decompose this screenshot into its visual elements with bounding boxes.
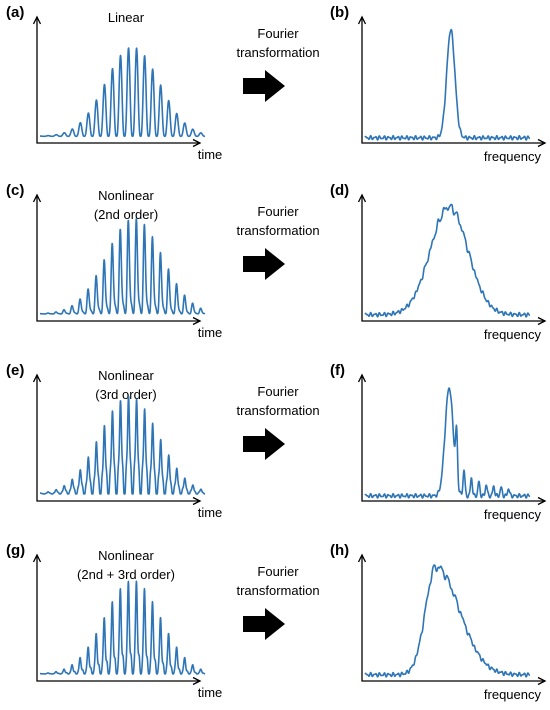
time-signal-waveform — [39, 217, 206, 315]
panel-label: (e) — [6, 362, 24, 379]
frequency-panel-2-x-arrowhead — [537, 496, 547, 506]
frequency-panel-1-x-arrowhead — [537, 316, 547, 326]
panel-title: (3rd order) — [95, 387, 156, 402]
time-panel-0-axes — [36, 17, 200, 144]
panel-title: Nonlinear — [98, 188, 154, 203]
transform-label: transformation — [236, 223, 319, 238]
x-axis-label: frequency — [484, 327, 542, 342]
frequency-spectrum-curve — [364, 387, 531, 499]
transform-0: Fourier transformation — [236, 26, 320, 102]
time-panel-3-x-arrowhead — [192, 676, 202, 686]
frequency-panel-3: (h) frequency — [330, 542, 547, 702]
x-axis-label: frequency — [484, 687, 542, 702]
time-signal-waveform — [39, 47, 206, 138]
panel-label: (d) — [330, 182, 349, 199]
frequency-panel-0-axes — [361, 17, 545, 144]
transform-label: Fourier — [257, 204, 299, 219]
time-panel-0: (a) Linear time — [6, 4, 222, 162]
x-axis-label: time — [198, 147, 223, 162]
transform-1: Fourier transformation — [236, 204, 320, 280]
frequency-panel-3-x-arrowhead — [537, 676, 547, 686]
transform-label: transformation — [236, 403, 319, 418]
x-axis-label: time — [198, 325, 223, 340]
time-panel-2-y-arrowhead — [32, 373, 42, 383]
panel-label: (f) — [330, 362, 345, 379]
frequency-panel-1: (d) frequency — [330, 182, 547, 342]
x-axis-label: time — [198, 505, 223, 520]
time-panel-1-y-arrowhead — [32, 193, 42, 203]
panel-label: (h) — [330, 542, 349, 559]
frequency-spectrum-curve — [364, 203, 531, 318]
frequency-panel-2: (f) frequency — [330, 362, 547, 522]
frequency-panel-1-y-arrowhead — [357, 193, 367, 203]
time-signal-waveform — [39, 580, 206, 675]
time-panel-3-y-arrowhead — [32, 553, 42, 563]
frequency-panel-0-y-arrowhead — [357, 15, 367, 25]
frequency-spectrum-curve — [364, 28, 531, 141]
transform-2: Fourier transformation — [236, 384, 320, 460]
frequency-spectrum-curve — [364, 564, 531, 678]
time-panel-3: (g) Nonlinear (2nd + 3rd order) time — [6, 542, 222, 700]
frequency-panel-0: (b) frequency — [330, 4, 547, 164]
transform-label: Fourier — [257, 26, 299, 41]
time-signal-waveform — [39, 395, 206, 495]
frequency-panel-3-y-arrowhead — [357, 553, 367, 563]
x-axis-label: frequency — [484, 149, 542, 164]
time-panel-2-axes — [36, 375, 200, 502]
frequency-panel-2-y-arrowhead — [357, 373, 367, 383]
time-panel-0-y-arrowhead — [32, 15, 42, 25]
panel-label: (a) — [6, 4, 24, 21]
frequency-panel-0-x-arrowhead — [537, 138, 547, 148]
panel-title: Nonlinear — [98, 368, 154, 383]
time-panel-1: (c) Nonlinear (2nd order) time — [6, 182, 222, 340]
transform-label: Fourier — [257, 564, 299, 579]
panel-label: (b) — [330, 4, 349, 21]
frequency-panel-1-axes — [361, 195, 545, 322]
panel-label: (g) — [6, 542, 25, 559]
transform-label: transformation — [236, 583, 319, 598]
x-axis-label: frequency — [484, 507, 542, 522]
time-panel-0-x-arrowhead — [192, 138, 202, 148]
panel-title: Linear — [108, 10, 145, 25]
panel-title: (2nd order) — [94, 207, 158, 222]
x-axis-label: time — [198, 685, 223, 700]
time-panel-2: (e) Nonlinear (3rd order) time — [6, 362, 222, 520]
time-panel-3-axes — [36, 555, 200, 682]
time-panel-1-x-arrowhead — [192, 316, 202, 326]
right-arrow-icon — [243, 248, 285, 280]
transform-label: Fourier — [257, 384, 299, 399]
transform-label: transformation — [236, 45, 319, 60]
panel-label: (c) — [6, 182, 24, 199]
right-arrow-icon — [243, 70, 285, 102]
panel-title: (2nd + 3rd order) — [77, 567, 175, 582]
frequency-panel-3-axes — [361, 555, 545, 682]
time-panel-2-x-arrowhead — [192, 496, 202, 506]
frequency-panel-2-axes — [361, 375, 545, 502]
transform-3: Fourier transformation — [236, 564, 320, 640]
time-panel-1-axes — [36, 195, 200, 322]
panel-title: Nonlinear — [98, 548, 154, 563]
right-arrow-icon — [243, 428, 285, 460]
right-arrow-icon — [243, 608, 285, 640]
